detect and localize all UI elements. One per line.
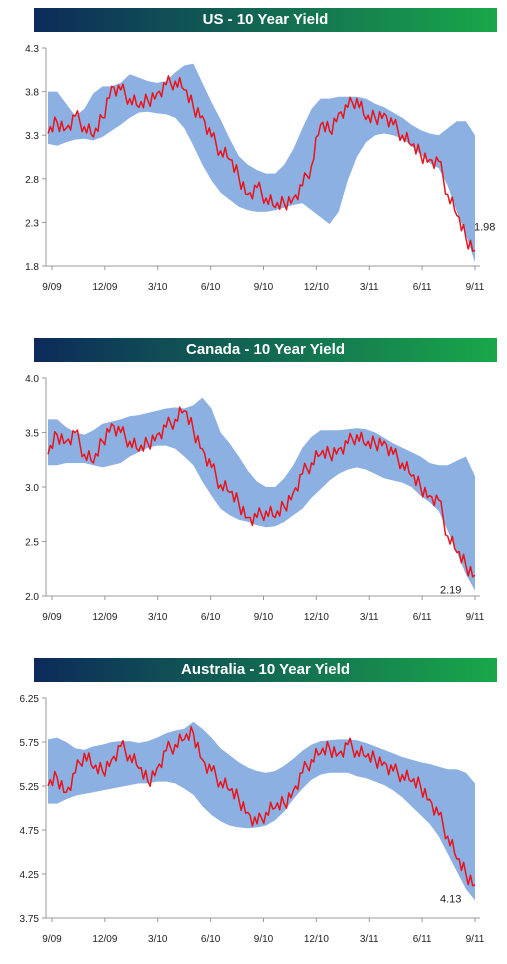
x-tick-label: 9/09 [42,934,62,945]
yield-line [47,75,476,252]
yield-line [47,406,476,578]
y-tick-label: 2.8 [25,175,39,186]
us-yield-panel: US - 10 Year Yield 4.3 3.8 3.3 2.8 2.3 1.8 9/0… [0,0,507,300]
y-tick-label: 3.3 [25,131,39,142]
x-tick-label: 9/10 [254,934,274,945]
x-tick-label: 12/10 [304,934,329,945]
x-tick-label: 6/10 [201,612,221,623]
x-tick-label: 9/11 [466,612,485,623]
x-tick-label: 3/11 [360,934,379,945]
chart-title-banner: US - 10 Year Yield [34,8,497,32]
x-tick-label: 3/11 [360,612,379,623]
x-tick-label: 9/09 [42,612,62,623]
x-tick-label: 6/11 [413,612,432,623]
y-tick-label: 2.0 [25,592,39,603]
end-value-label: 2.19 [440,584,461,596]
x-tick-label: 9/11 [466,282,485,293]
x-tick-label: 12/10 [304,612,329,623]
range-band [48,63,475,263]
x-tick-label: 3/11 [360,282,379,293]
australia-yield-chart: 6.25 5.75 5.25 4.75 4.25 3.759/09 12/09 3/10 6/1… [20,694,485,945]
y-tick-label: 3.8 [25,88,39,99]
y-tick-label: 4.0 [25,374,39,385]
y-tick-label: 2.5 [25,538,39,549]
range-band [48,397,475,591]
y-tick-label: 5.75 [20,738,40,749]
y-tick-label: 3.75 [20,914,40,925]
y-tick-label: 3.0 [25,483,39,494]
x-tick-label: 9/11 [466,934,485,945]
x-tick-label: 12/10 [304,282,329,293]
y-tick-label: 4.3 [25,44,39,55]
end-value-label: 4.13 [440,894,461,906]
end-value-label: 1.98 [474,221,495,233]
y-tick-label: 3.5 [25,429,39,440]
range-band [48,721,475,901]
x-tick-label: 12/09 [92,934,117,945]
x-tick-label: 6/11 [413,282,432,293]
x-tick-label: 3/10 [148,282,168,293]
chart-title-banner: Canada - 10 Year Yield [34,338,497,362]
canada-yield-chart: 4.0 3.5 3.0 2.5 2.09/09 12/09 3/10 6/10 9/10 12/1… [25,374,485,623]
y-tick-label: 4.25 [20,870,40,881]
x-tick-label: 9/09 [42,282,62,293]
y-tick-label: 1.8 [25,262,39,273]
x-tick-label: 12/09 [92,282,117,293]
chart-title-banner: Australia - 10 Year Yield [34,658,497,682]
yield-line [47,726,476,887]
x-tick-label: 3/10 [148,612,168,623]
australia-yield-panel: Australia - 10 Year Yield 6.25 5.75 5.25 4.… [0,648,507,964]
canada-yield-panel: Canada - 10 Year Yield 4.0 3.5 3.0 2.5 2.0 9/… [0,330,507,630]
x-tick-label: 9/10 [254,282,274,293]
x-tick-label: 3/10 [148,934,168,945]
x-tick-label: 6/10 [201,934,221,945]
us-yield-chart: 4.3 3.8 3.3 2.8 2.3 1.89/09 12/09 3/10 6/10 9/10 1… [25,44,495,293]
y-tick-label: 4.75 [20,826,40,837]
x-tick-label: 6/11 [413,934,432,945]
y-tick-label: 5.25 [20,782,40,793]
y-tick-label: 2.3 [25,218,39,229]
y-tick-label: 6.25 [20,694,40,705]
x-tick-label: 9/10 [254,612,274,623]
x-tick-label: 12/09 [92,612,117,623]
x-tick-label: 6/10 [201,282,221,293]
